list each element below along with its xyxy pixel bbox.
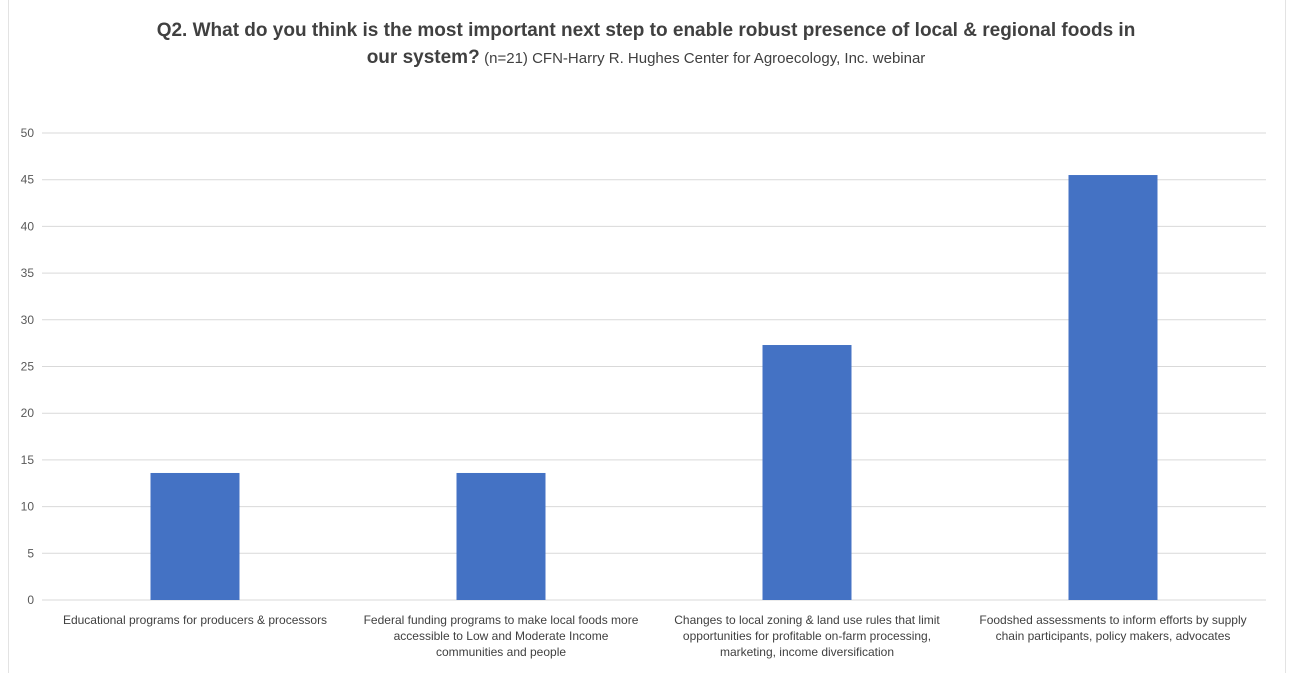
bar [762, 345, 852, 600]
bar [150, 472, 240, 600]
gridlines [42, 132, 1266, 601]
x-category-label: accessible to Low and Moderate Income [394, 629, 609, 643]
bar [1068, 175, 1158, 600]
x-category-label: communities and people [436, 645, 566, 659]
x-axis-category-labels: Educational programs for producers & pro… [63, 613, 1247, 659]
bars [150, 175, 1158, 600]
y-tick-label: 30 [21, 313, 35, 327]
chart-title-line1: Q2. What do you think is the most import… [156, 20, 1136, 41]
y-tick-label: 45 [21, 173, 35, 187]
chart-subtitle: (n=21) CFN-Harry R. Hughes Center for Ag… [484, 50, 926, 67]
x-category-label: Educational programs for producers & pro… [63, 613, 327, 627]
y-tick-label: 25 [21, 360, 35, 374]
bar [456, 472, 546, 600]
y-tick-label: 0 [27, 593, 34, 607]
y-tick-label: 10 [21, 500, 35, 514]
x-category-label: Changes to local zoning & land use rules… [674, 613, 940, 627]
y-tick-label: 50 [21, 126, 35, 140]
y-tick-label: 35 [21, 266, 35, 280]
y-axis-ticks: 0 5 10 15 20 25 30 35 40 45 50 [21, 126, 35, 607]
y-tick-label: 20 [21, 406, 35, 420]
chart-title-line2: our system? [366, 47, 480, 68]
chart-title: Q2. What do you think is the most import… [0, 18, 1292, 72]
x-category-label: Foodshed assessments to inform efforts b… [979, 613, 1246, 627]
x-category-label: opportunities for profitable on-farm pro… [683, 629, 931, 643]
x-category-label: Federal funding programs to make local f… [364, 613, 639, 627]
x-category-label: chain participants, policy makers, advoc… [996, 629, 1231, 643]
x-category-label: marketing, income diversification [720, 645, 894, 659]
y-tick-label: 15 [21, 453, 35, 467]
y-tick-label: 5 [27, 546, 34, 560]
y-tick-label: 40 [21, 219, 35, 233]
